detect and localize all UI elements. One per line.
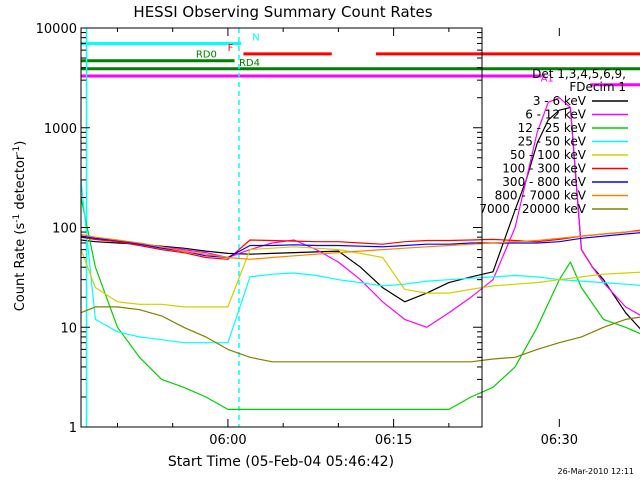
x-axis-label: Start Time (05-Feb-04 05:46:42)	[168, 454, 394, 470]
flag-label-rd0: RD0	[196, 50, 217, 61]
legend-label-3-6-kev: 3 - 6 keV	[533, 94, 587, 108]
x-tick-label: 06:00	[209, 433, 246, 448]
legend-label-300-800-kev: 300 - 800 keV	[502, 175, 586, 189]
legend-title-line2: FDecim 1	[569, 80, 626, 94]
y-axis-label-mid: detector	[13, 154, 28, 214]
flag-label-f: F	[228, 43, 234, 54]
y-tick-label: 10000	[36, 22, 77, 37]
series-line-7000-20000-kev	[80, 306, 640, 363]
legend-label-6-12-kev: 6 - 12 keV	[525, 108, 587, 122]
series-line-300-800-kev	[80, 232, 640, 259]
legend-label-25-50-kev: 25 - 50 keV	[518, 135, 587, 149]
y-axis-label-sup1: -1	[12, 214, 22, 223]
series-line-12-25-kev	[80, 197, 640, 410]
legend-label-100-300-kev: 100 - 300 keV	[502, 162, 586, 176]
y-axis-label-sup2: -1	[12, 146, 22, 155]
legend-label-12-25-kev: 12 - 25 keV	[518, 121, 587, 135]
plot-frame	[80, 27, 483, 428]
x-tick-label: 06:30	[541, 433, 578, 448]
y-tick-label: 1000	[44, 122, 77, 137]
y-tick-label: 10	[60, 321, 77, 336]
marker-lines-layer	[85, 28, 240, 427]
y-tick-label: 1	[69, 421, 77, 436]
legend-label-50-100-kev: 50 - 100 keV	[510, 148, 587, 162]
series-line-25-50-kev	[80, 179, 640, 344]
y-tick-label: 100	[52, 222, 77, 237]
y-axis-label: Count Rate (s-1 detector-1)	[12, 141, 28, 312]
legend-title-line1: Det 1,3,4,5,6,9,	[532, 67, 626, 81]
footer-stamp: 26-Mar-2010 12:11	[558, 467, 635, 476]
y-axis-label-end: )	[13, 141, 28, 146]
flag-bars-layer: NFRD0RD4A0A1A3	[81, 32, 640, 87]
series-line-50-100-kev	[80, 246, 640, 308]
flag-label-a1: A1	[541, 74, 554, 85]
legend-label-800-7000-kev: 800 - 7000 keV	[495, 189, 587, 203]
chart-title: HESSI Observing Summary Count Rates	[133, 3, 432, 21]
flag-label-rd4: RD4	[239, 58, 260, 69]
series-layer	[80, 97, 640, 410]
axes-layer: 06:0006:1506:3006:4507:0007:151101001000…	[36, 22, 578, 448]
flag-label-n: N	[252, 32, 259, 43]
y-axis-label-main: Count Rate (s	[13, 223, 28, 312]
legend-label-7000-20000-kev: 7000 - 20000 keV	[479, 202, 586, 216]
series-line-800-7000-kev	[80, 230, 640, 260]
series-line-3-6-kev	[80, 106, 640, 330]
x-tick-label: 06:15	[375, 433, 412, 448]
